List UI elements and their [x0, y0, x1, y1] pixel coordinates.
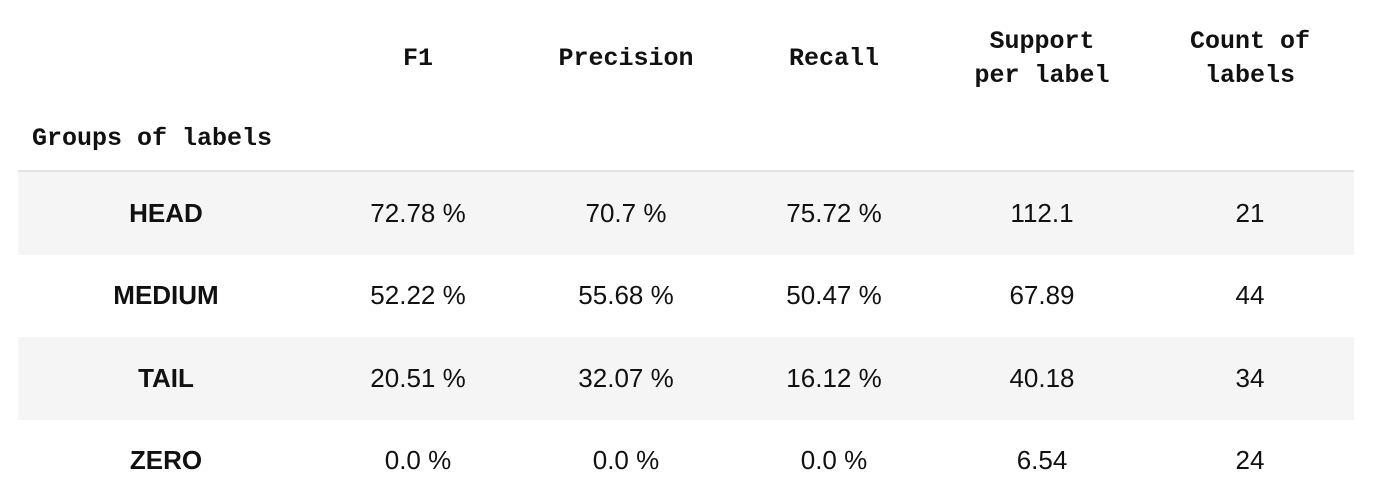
table-header: F1 Precision Recall Support per label Co…: [18, 0, 1354, 118]
column-header-support-per-label: Support per label: [938, 0, 1146, 118]
column-header-f1: F1: [314, 0, 522, 118]
cell-f1: 20.51 %: [314, 337, 522, 420]
index-name-label: Groups of labels: [32, 122, 272, 156]
table-row: TAIL 20.51 % 32.07 % 16.12 % 40.18 34: [18, 337, 1354, 420]
index-name-row: Groups of labels: [18, 118, 1354, 172]
cell-f1: 0.0 %: [314, 420, 522, 502]
cell-precision: 70.7 %: [522, 172, 730, 255]
column-header-recall: Recall: [730, 0, 938, 118]
table-row: MEDIUM 52.22 % 55.68 % 50.47 % 67.89 44: [18, 255, 1354, 338]
row-label: ZERO: [18, 420, 314, 502]
cell-precision: 55.68 %: [522, 255, 730, 338]
table-row: ZERO 0.0 % 0.0 % 0.0 % 6.54 24: [18, 420, 1354, 502]
cell-count: 44: [1146, 255, 1354, 338]
cell-count: 34: [1146, 337, 1354, 420]
cell-support: 40.18: [938, 337, 1146, 420]
cell-recall: 50.47 %: [730, 255, 938, 338]
column-header-precision: Precision: [522, 0, 730, 118]
cell-count: 21: [1146, 172, 1354, 255]
cell-recall: 16.12 %: [730, 337, 938, 420]
table-body: HEAD 72.78 % 70.7 % 75.72 % 112.1 21 MED…: [18, 172, 1354, 502]
cell-f1: 52.22 %: [314, 255, 522, 338]
row-label: HEAD: [18, 172, 314, 255]
table-row: HEAD 72.78 % 70.7 % 75.72 % 112.1 21: [18, 172, 1354, 255]
cell-support: 112.1: [938, 172, 1146, 255]
column-header-count-of-labels: Count of labels: [1146, 0, 1354, 118]
cell-recall: 75.72 %: [730, 172, 938, 255]
cell-precision: 0.0 %: [522, 420, 730, 502]
cell-recall: 0.0 %: [730, 420, 938, 502]
cell-support: 67.89: [938, 255, 1146, 338]
row-label: MEDIUM: [18, 255, 314, 338]
cell-count: 24: [1146, 420, 1354, 502]
cell-f1: 72.78 %: [314, 172, 522, 255]
row-label: TAIL: [18, 337, 314, 420]
cell-support: 6.54: [938, 420, 1146, 502]
cell-precision: 32.07 %: [522, 337, 730, 420]
